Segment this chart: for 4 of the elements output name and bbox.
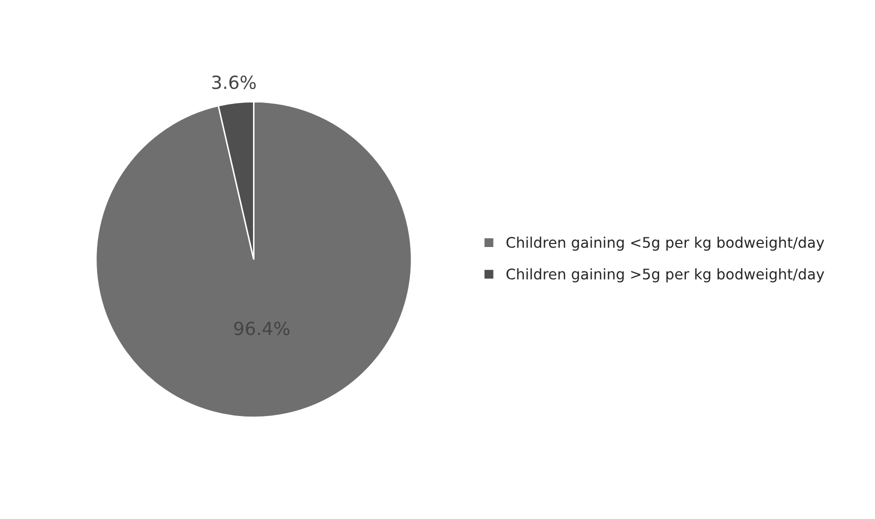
legend-label: Children gaining >5g per kg bodweight/day (506, 268, 824, 282)
data-label: 3.6% (212, 76, 256, 90)
legend-label: Children gaining <5g per kg bodweight/day (506, 236, 824, 251)
pie-slice (95, 101, 412, 418)
